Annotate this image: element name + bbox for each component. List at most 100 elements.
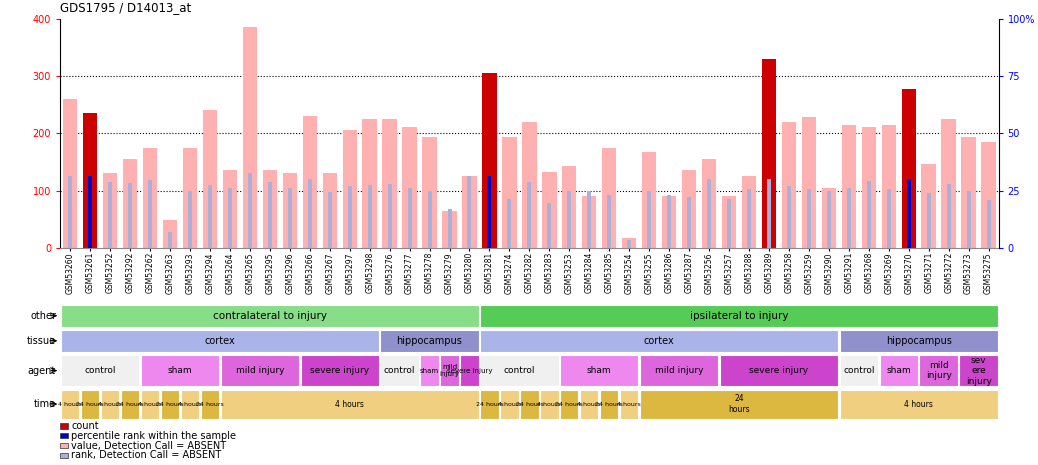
- Bar: [847, 188, 851, 248]
- Text: mild
injury: mild injury: [439, 364, 460, 377]
- Bar: [707, 179, 711, 248]
- Bar: [103, 173, 117, 248]
- Text: 4 hours: 4 hours: [179, 402, 201, 406]
- Bar: [941, 119, 956, 248]
- Text: agent: agent: [28, 365, 56, 376]
- Text: count: count: [72, 421, 99, 431]
- Bar: [840, 330, 998, 352]
- Bar: [462, 176, 476, 248]
- Text: 24 hours: 24 hours: [475, 402, 503, 406]
- Bar: [787, 186, 791, 248]
- Bar: [840, 390, 998, 418]
- Bar: [208, 185, 212, 248]
- Bar: [303, 116, 317, 248]
- Bar: [719, 355, 838, 386]
- Bar: [481, 390, 498, 418]
- Bar: [163, 220, 177, 248]
- Text: 4 hours: 4 hours: [904, 399, 933, 409]
- Bar: [422, 137, 437, 248]
- Bar: [867, 181, 871, 248]
- Bar: [862, 127, 876, 248]
- Bar: [440, 355, 459, 386]
- Text: 24
hours: 24 hours: [729, 394, 749, 414]
- Bar: [762, 59, 776, 248]
- Text: 4 hours: 4 hours: [138, 402, 162, 406]
- Bar: [540, 390, 558, 418]
- Bar: [620, 390, 638, 418]
- Bar: [902, 88, 916, 248]
- Bar: [580, 390, 599, 418]
- Bar: [447, 209, 452, 248]
- Bar: [662, 196, 677, 248]
- Bar: [922, 164, 936, 248]
- Bar: [483, 73, 496, 248]
- Bar: [986, 200, 990, 248]
- Bar: [702, 159, 716, 248]
- Bar: [782, 122, 796, 248]
- Bar: [907, 179, 910, 248]
- Bar: [328, 192, 332, 248]
- Bar: [588, 191, 592, 248]
- Bar: [481, 305, 998, 327]
- Bar: [522, 122, 537, 248]
- Text: 24 hours: 24 hours: [156, 402, 184, 406]
- Bar: [387, 184, 391, 248]
- Bar: [561, 390, 578, 418]
- Text: percentile rank within the sample: percentile rank within the sample: [72, 431, 237, 441]
- Text: cortex: cortex: [644, 336, 675, 346]
- Bar: [727, 199, 731, 248]
- Bar: [602, 147, 617, 248]
- Bar: [742, 176, 756, 248]
- Bar: [561, 355, 638, 386]
- Bar: [362, 119, 377, 248]
- Bar: [842, 125, 856, 248]
- Bar: [348, 186, 352, 248]
- Text: severe injury: severe injury: [749, 366, 809, 375]
- Text: hippocampus: hippocampus: [885, 336, 952, 346]
- Bar: [747, 189, 752, 248]
- Bar: [381, 330, 479, 352]
- Bar: [83, 113, 98, 248]
- Text: ipsilateral to injury: ipsilateral to injury: [690, 311, 788, 321]
- Bar: [202, 110, 217, 248]
- Text: severe injury: severe injury: [446, 368, 492, 373]
- Bar: [60, 443, 67, 448]
- Bar: [63, 99, 78, 248]
- Bar: [120, 390, 139, 418]
- Text: 24 hours: 24 hours: [76, 402, 104, 406]
- Text: severe injury: severe injury: [310, 366, 370, 375]
- Bar: [607, 194, 611, 248]
- Text: 4 hours: 4 hours: [497, 402, 521, 406]
- Text: 4 hours: 4 hours: [538, 402, 562, 406]
- Bar: [382, 119, 397, 248]
- Text: cortex: cortex: [204, 336, 236, 346]
- Bar: [248, 173, 252, 248]
- Bar: [61, 355, 139, 386]
- Bar: [288, 188, 292, 248]
- Bar: [243, 27, 257, 248]
- Bar: [822, 188, 836, 248]
- Text: value, Detection Call = ABSENT: value, Detection Call = ABSENT: [72, 440, 226, 451]
- Bar: [460, 355, 479, 386]
- Bar: [502, 137, 517, 248]
- Text: 4 hours: 4 hours: [618, 402, 641, 406]
- Text: sham: sham: [586, 366, 611, 375]
- Bar: [947, 184, 951, 248]
- Bar: [268, 182, 272, 248]
- Bar: [61, 305, 479, 327]
- Bar: [640, 390, 838, 418]
- Bar: [527, 182, 531, 248]
- Bar: [647, 191, 651, 248]
- Text: hippocampus: hippocampus: [397, 336, 463, 346]
- Text: control: control: [84, 366, 116, 375]
- Bar: [60, 424, 67, 429]
- Text: 4 hours: 4 hours: [99, 402, 122, 406]
- Bar: [508, 199, 512, 248]
- Bar: [481, 355, 558, 386]
- Text: control: control: [843, 366, 875, 375]
- Bar: [343, 130, 357, 248]
- Bar: [568, 191, 571, 248]
- Bar: [282, 173, 297, 248]
- Text: 24 hours: 24 hours: [516, 402, 543, 406]
- Bar: [108, 182, 112, 248]
